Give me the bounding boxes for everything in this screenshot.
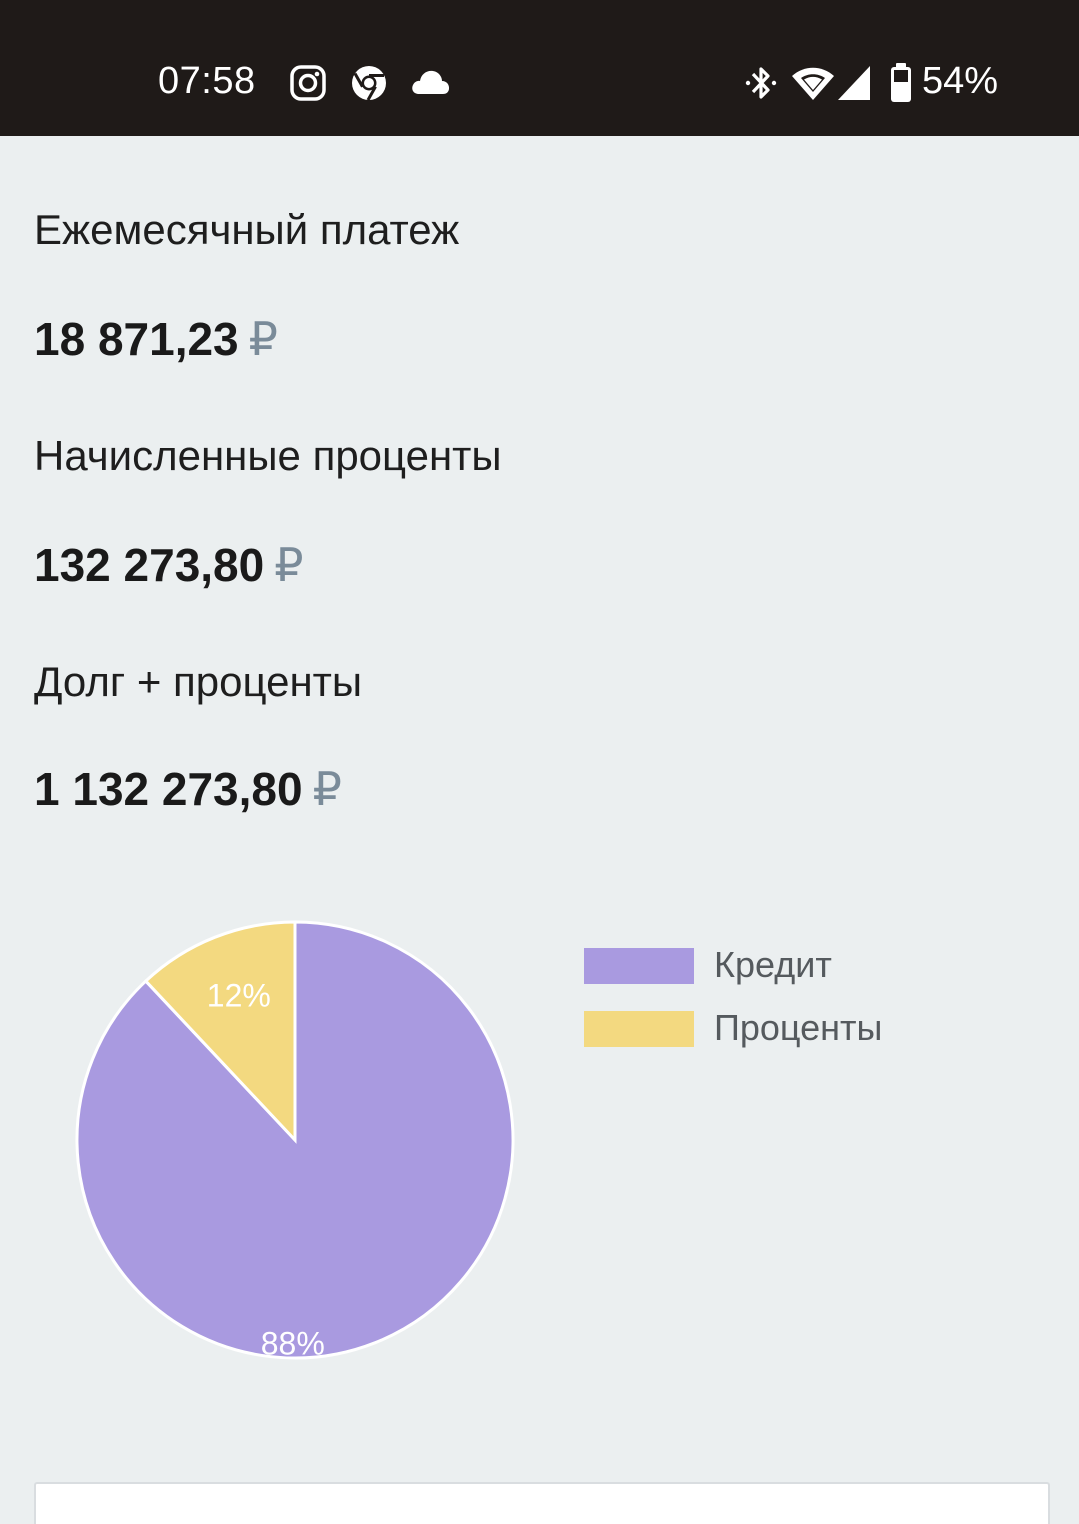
legend-swatch-interest (584, 1011, 694, 1047)
accrued-interest-label: Начисленные проценты (34, 432, 502, 479)
pie-label-interest: 12% (207, 978, 271, 1014)
status-bar: 07:58 (0, 0, 1079, 136)
chrome-icon (350, 64, 388, 107)
next-section-card (34, 1482, 1050, 1524)
legend-swatch-credit (584, 948, 694, 984)
debt-plus-interest-label: Долг + проценты (34, 658, 363, 705)
calculator-results: Ежемесячный платеж 18 871,23 ₽ Начисленны… (0, 136, 1079, 1524)
monthly-payment-label: Ежемесячный платеж (34, 206, 460, 253)
currency-symbol: ₽ (274, 539, 304, 591)
currency-symbol: ₽ (312, 763, 342, 815)
legend-item-interest[interactable]: Проценты (584, 1007, 1004, 1049)
currency-symbol: ₽ (248, 313, 278, 365)
bluetooth-icon (744, 64, 778, 107)
monthly-payment-value: 18 871,23 ₽ (34, 312, 278, 366)
pie-slice-interest[interactable] (143, 920, 297, 1144)
battery-icon (888, 62, 914, 109)
monthly-payment-amount: 18 871,23 (34, 313, 239, 365)
instagram-icon (289, 64, 327, 107)
legend-label-interest: Проценты (714, 1007, 883, 1048)
legend-item-credit[interactable]: Кредит (584, 944, 1004, 986)
cloud-icon (410, 68, 450, 101)
battery-percent: 54% (922, 60, 999, 102)
cellular-signal-icon (836, 64, 872, 107)
debt-plus-interest-amount: 1 132 273,80 (34, 763, 303, 815)
debt-plus-interest-value: 1 132 273,80 ₽ (34, 762, 342, 816)
accrued-interest-amount: 132 273,80 (34, 539, 265, 591)
status-time: 07:58 (158, 60, 256, 102)
wifi-icon (790, 64, 836, 107)
accrued-interest-value: 132 273,80 ₽ (34, 538, 304, 592)
pie-label-credit: 88% (261, 1325, 325, 1361)
legend-label-credit: Кредит (714, 944, 832, 985)
pie-slice-credit[interactable] (75, 920, 515, 1360)
